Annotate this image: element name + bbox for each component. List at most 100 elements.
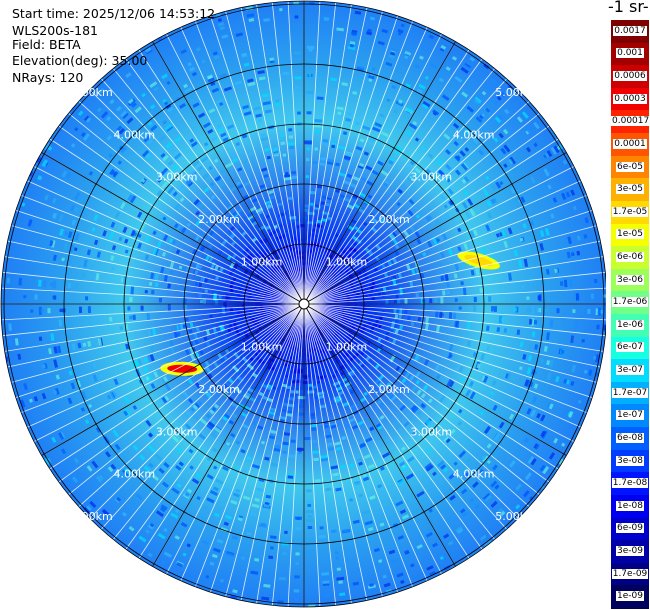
- beta-speckle: [441, 215, 447, 222]
- beta-speckle: [336, 567, 342, 571]
- beta-speckle: [444, 212, 451, 220]
- beta-speckle: [125, 72, 132, 78]
- beta-speckle: [352, 581, 360, 586]
- beta-speckle: [395, 500, 404, 507]
- beta-speckle: [295, 539, 301, 543]
- beta-speckle: [354, 225, 359, 231]
- beta-speckle: [378, 157, 386, 164]
- beta-speckle: [275, 321, 280, 327]
- beta-speckle: [482, 455, 490, 463]
- beta-speckle: [361, 509, 370, 515]
- beta-speckle: [348, 280, 355, 289]
- beta-speckle: [384, 335, 390, 342]
- beta-speckle: [244, 405, 251, 411]
- beta-speckle: [417, 316, 422, 322]
- beta-speckle: [53, 359, 58, 368]
- beta-speckle: [183, 87, 193, 94]
- beta-speckle: [195, 325, 201, 334]
- beta-speckle: [129, 315, 133, 320]
- beta-speckle: [167, 186, 175, 195]
- beta-speckle: [235, 141, 241, 147]
- beta-speckle: [343, 351, 351, 358]
- beta-speckle: [296, 255, 305, 260]
- colorbar-tick-label: 3e-09: [616, 545, 644, 556]
- beta-speckle: [435, 324, 441, 333]
- beta-speckle: [519, 341, 524, 348]
- beta-speckle: [381, 452, 390, 459]
- beta-speckle: [295, 527, 301, 531]
- beta-speckle: [459, 508, 466, 514]
- beta-speckle: [332, 341, 338, 347]
- beta-speckle: [501, 317, 505, 322]
- beta-speckle: [498, 421, 505, 429]
- beta-speckle: [337, 145, 346, 150]
- beta-speckle: [373, 547, 380, 553]
- beta-speckle: [158, 297, 162, 303]
- beta-speckle: [121, 511, 128, 517]
- beta-speckle: [184, 348, 191, 357]
- beta-speckle: [414, 230, 421, 239]
- beta-speckle: [522, 490, 530, 498]
- beta-speckle: [247, 81, 256, 87]
- beta-speckle: [336, 27, 344, 32]
- colorbar-tick-label: 1.7e-08: [611, 478, 649, 489]
- beta-speckle: [262, 101, 271, 106]
- beta-speckle: [160, 118, 168, 126]
- beta-speckle: [400, 446, 406, 452]
- beta-speckle: [443, 533, 450, 539]
- beta-speckle: [280, 271, 287, 277]
- beta-speckle: [293, 589, 300, 593]
- beta-speckle: [451, 56, 458, 61]
- beta-speckle: [228, 419, 235, 425]
- beta-speckle: [416, 544, 423, 550]
- beta-speckle: [179, 322, 184, 331]
- beta-speckle: [457, 421, 463, 426]
- colorbar-tick-label: 3e-08: [616, 455, 644, 466]
- ray-gap: [27, 180, 305, 305]
- beta-speckle: [168, 238, 174, 244]
- beta-speckle: [415, 214, 421, 219]
- beta-speckle: [282, 71, 290, 76]
- beta-speckle: [51, 197, 57, 204]
- beta-speckle: [139, 454, 146, 461]
- beta-speckle: [232, 211, 238, 217]
- beta-speckle: [200, 276, 205, 283]
- beta-speckle: [108, 153, 113, 158]
- beta-speckle: [335, 162, 340, 167]
- beta-speckle: [562, 159, 568, 165]
- ray-gap: [303, 303, 398, 593]
- beta-speckle: [306, 94, 313, 98]
- beta-speckle: [112, 429, 120, 438]
- beta-speckle: [92, 363, 97, 369]
- beta-speckle: [397, 188, 403, 194]
- beta-speckle: [426, 240, 433, 248]
- beta-speckle: [362, 270, 369, 280]
- beta-speckle: [264, 297, 268, 305]
- beta-speckle: [335, 358, 343, 364]
- beta-speckle: [297, 447, 303, 451]
- beta-speckle: [486, 459, 492, 465]
- beta-speckle: [189, 138, 195, 143]
- ray-gap: [271, 2, 305, 305]
- beta-speckle: [50, 333, 55, 341]
- beta-speckle: [354, 481, 361, 487]
- range-ring-label: 5.00km: [495, 510, 537, 523]
- ray-gap: [303, 303, 601, 368]
- beta-speckle: [80, 132, 86, 138]
- beta-speckle: [481, 113, 486, 118]
- beta-speckle: [254, 497, 260, 502]
- beta-speckle: [443, 204, 448, 209]
- beta-speckle: [463, 472, 470, 479]
- beta-speckle: [503, 128, 509, 135]
- beta-speckle: [332, 66, 338, 70]
- beta-speckle: [145, 47, 152, 53]
- beta-speckle: [242, 194, 250, 201]
- beta-speckle: [165, 142, 173, 149]
- beta-speckle: [109, 316, 113, 322]
- beta-speckle: [276, 202, 284, 207]
- beta-speckle: [17, 353, 22, 360]
- ray-gap: [303, 20, 413, 305]
- beta-speckle: [137, 211, 143, 218]
- beta-speckle: [555, 376, 560, 383]
- beta-speckle: [269, 274, 275, 279]
